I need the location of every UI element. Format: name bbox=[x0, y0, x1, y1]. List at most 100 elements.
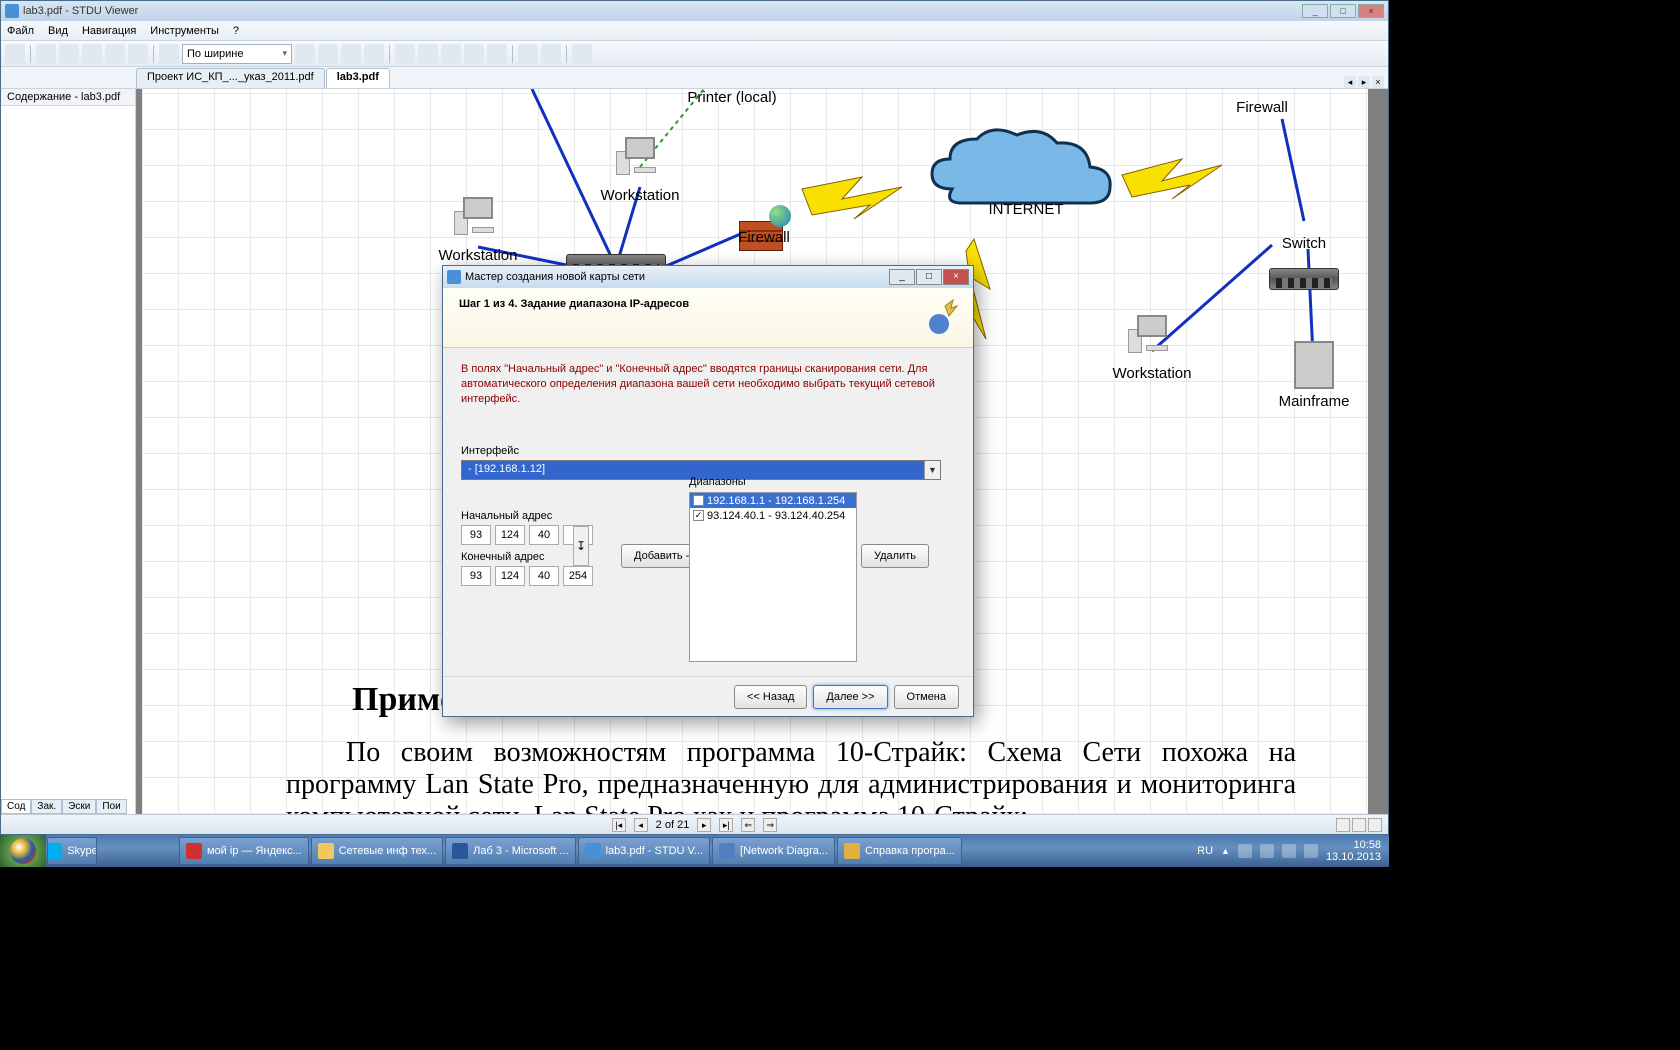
range-2-text: 93.124.40.1 - 93.124.40.254 bbox=[707, 510, 845, 522]
tray-icon-2[interactable] bbox=[1260, 844, 1274, 858]
range-item-1[interactable]: 192.168.1.1 - 192.168.1.254 bbox=[690, 493, 856, 508]
sidebar-tab-contents[interactable]: Сод bbox=[1, 799, 31, 814]
toolbar-btn-9[interactable] bbox=[318, 44, 338, 64]
nav-fwd-icon[interactable]: ⇒ bbox=[763, 818, 777, 832]
toolbar-btn-12[interactable] bbox=[395, 44, 415, 64]
chevron-down-icon[interactable]: ▼ bbox=[924, 461, 940, 479]
maximize-button[interactable]: □ bbox=[1330, 4, 1356, 18]
range-1-text: 192.168.1.1 - 192.168.1.254 bbox=[707, 495, 845, 507]
toolbar-btn-10[interactable] bbox=[341, 44, 361, 64]
menu-file[interactable]: Файл bbox=[7, 25, 34, 37]
task-yandex[interactable]: мой ір — Яндекс... bbox=[179, 837, 309, 865]
tab-project[interactable]: Проект ИС_КП_..._указ_2011.pdf bbox=[136, 68, 325, 88]
tab-next-icon[interactable]: ▸ bbox=[1358, 76, 1370, 88]
toolbar-btn-19[interactable] bbox=[572, 44, 592, 64]
view-mode-3-icon[interactable] bbox=[1368, 818, 1382, 832]
task-stdu[interactable]: lab3.pdf - STDU V... bbox=[578, 837, 710, 865]
sidebar-tab-search[interactable]: Пои bbox=[96, 799, 126, 814]
cancel-button[interactable]: Отмена bbox=[894, 685, 959, 709]
toolbar-print-icon[interactable] bbox=[36, 44, 56, 64]
language-indicator[interactable]: RU bbox=[1197, 845, 1213, 857]
toolbar-open-icon[interactable] bbox=[5, 44, 25, 64]
start-ip-2[interactable]: 124 bbox=[495, 525, 525, 545]
range-1-checkbox[interactable] bbox=[693, 495, 704, 506]
tray-network-icon[interactable] bbox=[1282, 844, 1296, 858]
tray-volume-icon[interactable] bbox=[1304, 844, 1318, 858]
task-label: Skype bbox=[67, 845, 97, 857]
menu-view[interactable]: Вид bbox=[48, 25, 68, 37]
nav-last-icon[interactable]: ▸| bbox=[719, 818, 733, 832]
task-label: мой ір — Яндекс... bbox=[207, 845, 302, 857]
task-label: lab3.pdf - STDU V... bbox=[606, 845, 703, 857]
view-mode-1-icon[interactable] bbox=[1336, 818, 1350, 832]
tray-expand-icon[interactable]: ▲ bbox=[1221, 846, 1230, 856]
task-network-diagram[interactable]: [Network Diagra... bbox=[712, 837, 835, 865]
nav-first-icon[interactable]: |◂ bbox=[612, 818, 626, 832]
toolbar-zoom-icon[interactable] bbox=[159, 44, 179, 64]
sidebar-tab-thumbs[interactable]: Эски bbox=[62, 799, 96, 814]
toolbar-sep bbox=[566, 45, 567, 63]
sidebar-tab-bookmarks[interactable]: Зак. bbox=[31, 799, 62, 814]
toolbar-btn-15[interactable] bbox=[464, 44, 484, 64]
tab-prev-icon[interactable]: ◂ bbox=[1344, 76, 1356, 88]
view-mode-2-icon[interactable] bbox=[1352, 818, 1366, 832]
tab-close-icon[interactable]: × bbox=[1372, 76, 1384, 88]
task-help[interactable]: Справка програ... bbox=[837, 837, 962, 865]
toolbar-btn-3[interactable] bbox=[59, 44, 79, 64]
stdu-icon bbox=[585, 843, 601, 859]
menu-navigation[interactable]: Навигация bbox=[82, 25, 136, 37]
toolbar-btn-6[interactable] bbox=[128, 44, 148, 64]
tab-lab3[interactable]: lab3.pdf bbox=[326, 68, 390, 88]
swap-addr-button[interactable]: ↧ bbox=[573, 526, 589, 566]
task-folder[interactable]: Сетевые инф тех... bbox=[311, 837, 443, 865]
page-indicator: 2 of 21 bbox=[656, 819, 690, 831]
interface-value: - [192.168.1.12] bbox=[468, 463, 545, 475]
end-ip-3[interactable]: 40 bbox=[529, 566, 559, 586]
end-ip-1[interactable]: 93 bbox=[461, 566, 491, 586]
toolbar-btn-16[interactable] bbox=[487, 44, 507, 64]
end-ip-4[interactable]: 254 bbox=[563, 566, 593, 586]
next-button[interactable]: Далее >> bbox=[813, 685, 887, 709]
range-item-2[interactable]: ✓ 93.124.40.1 - 93.124.40.254 bbox=[690, 508, 856, 523]
start-addr-label: Начальный адрес bbox=[461, 510, 593, 522]
minimize-button[interactable]: _ bbox=[1302, 4, 1328, 18]
delete-range-button[interactable]: Удалить bbox=[861, 544, 929, 568]
toolbar-btn-17[interactable] bbox=[518, 44, 538, 64]
nav-back-icon[interactable]: ⇐ bbox=[741, 818, 755, 832]
task-word[interactable]: Лаб 3 - Microsoft ... bbox=[445, 837, 575, 865]
statusbar: |◂ ◂ 2 of 21 ▸ ▸| ⇐ ⇒ bbox=[1, 814, 1388, 834]
toolbar-btn-8[interactable] bbox=[295, 44, 315, 64]
close-button[interactable]: × bbox=[1358, 4, 1384, 18]
zoom-combo[interactable]: По ширине bbox=[182, 44, 292, 64]
dialog-close-button[interactable]: × bbox=[943, 269, 969, 285]
nav-prev-icon[interactable]: ◂ bbox=[634, 818, 648, 832]
task-skype[interactable]: Skype bbox=[47, 837, 97, 865]
clock[interactable]: 10:58 13.10.2013 bbox=[1326, 839, 1381, 863]
toolbar-btn-13[interactable] bbox=[418, 44, 438, 64]
back-button[interactable]: << Назад bbox=[734, 685, 807, 709]
document-tabs: Проект ИС_КП_..._указ_2011.pdf lab3.pdf … bbox=[1, 67, 1388, 89]
nav-next-icon[interactable]: ▸ bbox=[697, 818, 711, 832]
heading-partial: Приме bbox=[352, 681, 455, 719]
end-ip-2[interactable]: 124 bbox=[495, 566, 525, 586]
ranges-list[interactable]: 192.168.1.1 - 192.168.1.254 ✓ 93.124.40.… bbox=[689, 492, 857, 662]
start-ip-3[interactable]: 40 bbox=[529, 525, 559, 545]
toolbar-btn-5[interactable] bbox=[105, 44, 125, 64]
toolbar-btn-14[interactable] bbox=[441, 44, 461, 64]
range-2-checkbox[interactable]: ✓ bbox=[693, 510, 704, 521]
toolbar-sep bbox=[153, 45, 154, 63]
toolbar-btn-11[interactable] bbox=[364, 44, 384, 64]
dialog-minimize-button[interactable]: _ bbox=[889, 269, 915, 285]
start-button[interactable] bbox=[0, 835, 46, 867]
menu-tools[interactable]: Инструменты bbox=[150, 25, 219, 37]
letterbox-bottom bbox=[0, 867, 1680, 1050]
dialog-header: Шаг 1 из 4. Задание диапазона IP-адресов bbox=[443, 288, 973, 348]
start-ip-1[interactable]: 93 bbox=[461, 525, 491, 545]
menu-help[interactable]: ? bbox=[233, 25, 239, 37]
dialog-header-icon bbox=[919, 298, 959, 338]
dialog-maximize-button[interactable]: □ bbox=[916, 269, 942, 285]
tray-icon-1[interactable] bbox=[1238, 844, 1252, 858]
wizard-dialog: Мастер создания новой карты сети _ □ × Ш… bbox=[442, 265, 974, 717]
toolbar-btn-18[interactable] bbox=[541, 44, 561, 64]
toolbar-btn-4[interactable] bbox=[82, 44, 102, 64]
